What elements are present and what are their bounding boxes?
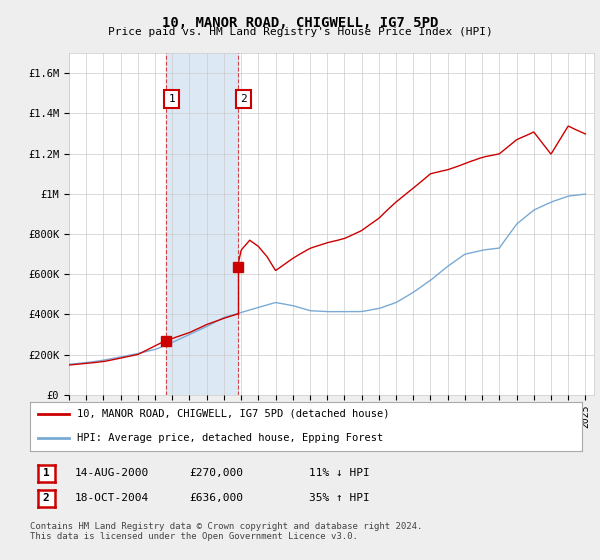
Text: 2: 2 — [240, 94, 247, 104]
Text: 14-AUG-2000: 14-AUG-2000 — [75, 468, 149, 478]
Text: 2: 2 — [43, 493, 50, 503]
Text: 1: 1 — [169, 94, 175, 104]
Text: Contains HM Land Registry data © Crown copyright and database right 2024.
This d: Contains HM Land Registry data © Crown c… — [30, 522, 422, 542]
Text: 18-OCT-2004: 18-OCT-2004 — [75, 493, 149, 503]
Text: HPI: Average price, detached house, Epping Forest: HPI: Average price, detached house, Eppi… — [77, 433, 383, 444]
Text: 10, MANOR ROAD, CHIGWELL, IG7 5PD: 10, MANOR ROAD, CHIGWELL, IG7 5PD — [162, 16, 438, 30]
Text: 10, MANOR ROAD, CHIGWELL, IG7 5PD (detached house): 10, MANOR ROAD, CHIGWELL, IG7 5PD (detac… — [77, 409, 389, 419]
Text: Price paid vs. HM Land Registry's House Price Index (HPI): Price paid vs. HM Land Registry's House … — [107, 27, 493, 37]
Text: £636,000: £636,000 — [189, 493, 243, 503]
Text: 11% ↓ HPI: 11% ↓ HPI — [309, 468, 370, 478]
Text: 35% ↑ HPI: 35% ↑ HPI — [309, 493, 370, 503]
Bar — [166, 53, 238, 395]
Text: £270,000: £270,000 — [189, 468, 243, 478]
Text: 1: 1 — [43, 468, 50, 478]
